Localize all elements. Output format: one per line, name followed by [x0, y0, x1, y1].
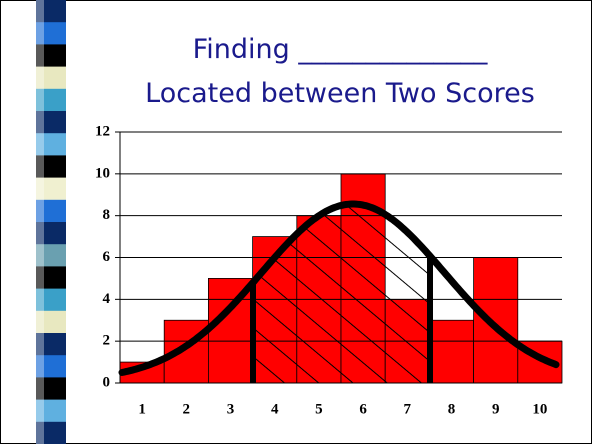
x-tick-label: 10: [532, 401, 547, 417]
x-tick-label: 8: [448, 401, 456, 417]
x-tick-label: 7: [404, 401, 412, 417]
bar: [429, 320, 473, 383]
slide: Finding ______________ Located between T…: [0, 0, 592, 444]
x-tick-label: 1: [138, 401, 146, 417]
y-tick-label: 2: [103, 333, 111, 349]
y-tick-label: 4: [103, 291, 111, 307]
y-tick-label: 12: [95, 123, 110, 139]
decor-stripe: [36, 0, 66, 444]
x-tick-label: 3: [227, 401, 235, 417]
y-tick-label: 8: [103, 207, 111, 223]
x-tick-label: 5: [315, 401, 323, 417]
chart-title: Finding ______________: [193, 34, 488, 65]
x-tick-label: 6: [359, 401, 367, 417]
chart-subtitle: Located between Two Scores: [145, 78, 535, 109]
bar: [474, 258, 518, 384]
x-tick-label: 4: [271, 401, 279, 417]
y-tick-label: 0: [103, 374, 111, 390]
x-tick-label: 2: [183, 401, 191, 417]
y-tick-label: 10: [95, 165, 110, 181]
stripe-light: [36, 0, 44, 444]
y-tick-label: 6: [103, 249, 111, 265]
x-tick-label: 9: [492, 401, 500, 417]
